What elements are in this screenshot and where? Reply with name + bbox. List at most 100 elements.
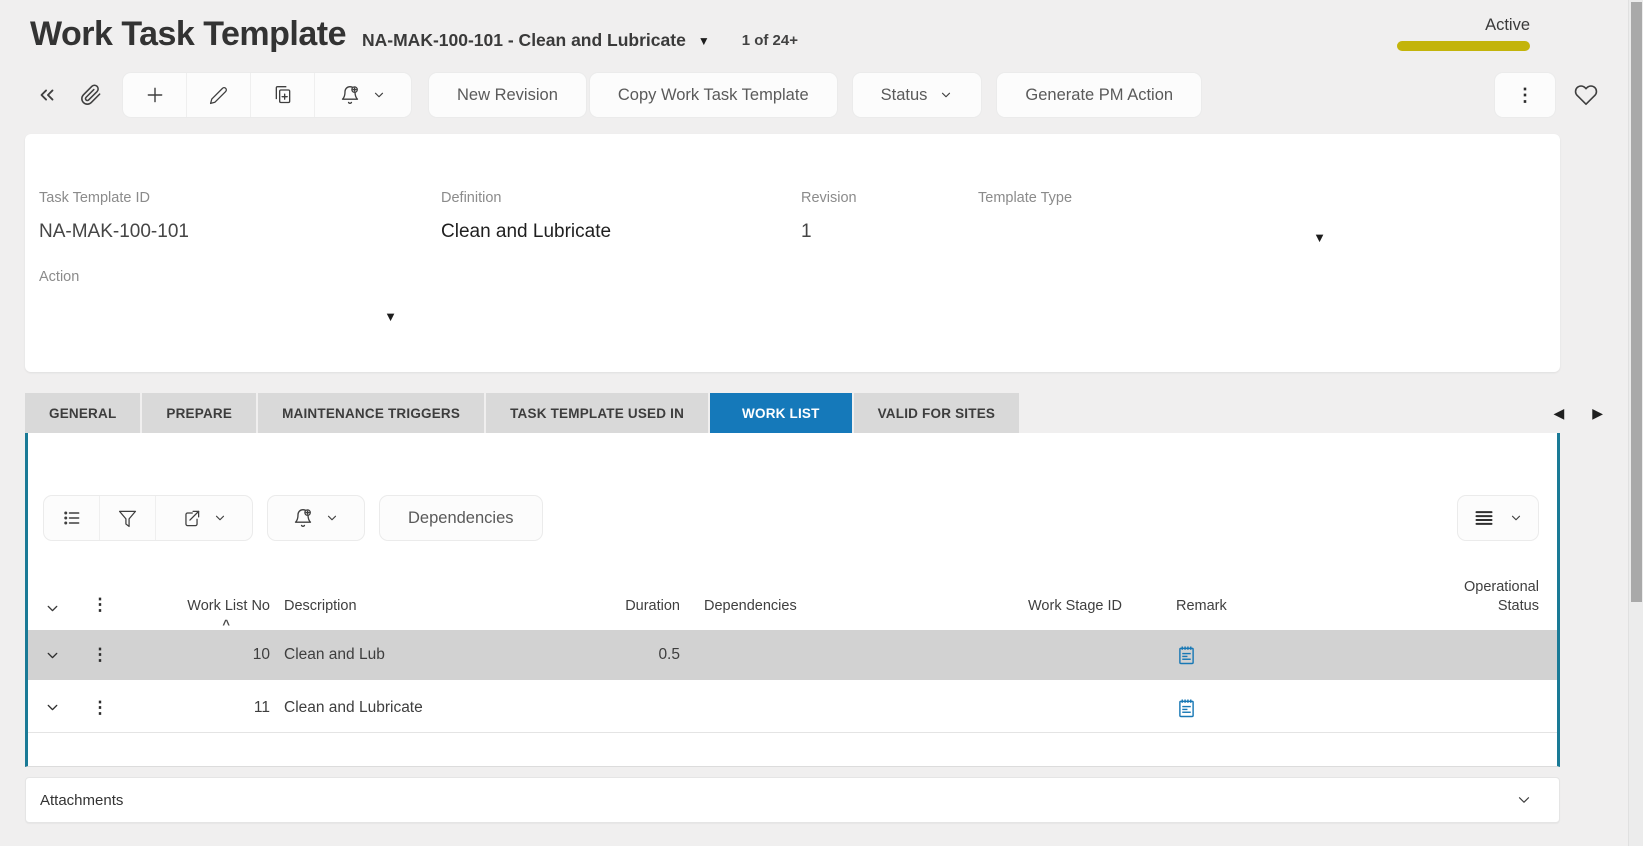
tab-work-list[interactable]: WORK LIST xyxy=(710,393,852,433)
status-bar xyxy=(1397,41,1530,51)
remark-note-icon[interactable] xyxy=(1164,645,1454,665)
list-view-icon[interactable] xyxy=(44,496,100,540)
tab-scroll-left-icon[interactable]: ◀ xyxy=(1553,404,1565,421)
header-kebab-icon[interactable]: ⋮ xyxy=(91,595,109,615)
field-value: Clean and Lubricate xyxy=(441,221,612,242)
field-label: Revision xyxy=(801,190,857,206)
subscribe-group xyxy=(267,495,365,541)
row-density-icon xyxy=(1473,508,1495,528)
more-options-button[interactable]: ⋮ xyxy=(1494,72,1556,118)
status-label: Active xyxy=(1485,16,1530,34)
notify-bell-icon xyxy=(340,85,360,105)
chevron-down-icon xyxy=(372,88,386,102)
duplicate-icon[interactable] xyxy=(251,73,315,117)
list-tools-group xyxy=(43,495,253,541)
attachments-label: Attachments xyxy=(40,791,124,809)
field-definition: Definition Clean and Lubricate xyxy=(441,190,801,249)
attachment-icon[interactable] xyxy=(74,78,108,112)
column-header-work-stage-id[interactable]: Work Stage ID xyxy=(1028,598,1123,615)
tab-scroll-arrows: ◀ ▶ xyxy=(1553,393,1603,433)
field-value xyxy=(39,300,377,328)
export-menu[interactable] xyxy=(156,496,252,540)
page-header: Work Task Template NA-MAK-100-101 - Clea… xyxy=(0,0,1628,66)
dependencies-button[interactable]: Dependencies xyxy=(379,495,543,541)
action-dropdown-caret-icon[interactable]: ▼ xyxy=(384,309,397,324)
edit-icon[interactable] xyxy=(187,73,251,117)
record-pagination: 1 of 24+ xyxy=(741,32,798,49)
cell-duration: 0.5 xyxy=(658,646,680,663)
row-kebab-icon[interactable]: ⋮ xyxy=(91,697,109,717)
chevron-down-icon xyxy=(325,511,339,525)
status-menu-button[interactable]: Status xyxy=(851,72,983,118)
field-action: Action ▼ xyxy=(39,269,397,328)
record-selector-value: NA-MAK-100-101 - Clean and Lubricate xyxy=(362,30,686,50)
column-header-operational-status[interactable]: Operational Status xyxy=(1464,578,1539,615)
row-expand-chevron-icon[interactable] xyxy=(28,647,76,664)
column-header-description[interactable]: Description xyxy=(284,598,357,615)
field-value: 1 xyxy=(801,221,812,242)
detail-form-card: Task Template ID NA-MAK-100-101 Definiti… xyxy=(25,134,1560,372)
scrollbar-thumb[interactable] xyxy=(1631,2,1642,602)
field-template-type: Template Type ▼ xyxy=(978,190,1350,249)
work-list-toolbar: Dependencies xyxy=(28,495,1557,541)
template-type-dropdown-caret-icon[interactable]: ▼ xyxy=(1313,230,1326,245)
field-value: NA-MAK-100-101 xyxy=(39,221,189,242)
record-selector[interactable]: NA-MAK-100-101 - Clean and Lubricate ▼ xyxy=(362,30,710,51)
field-task-template-id: Task Template ID NA-MAK-100-101 xyxy=(39,190,441,249)
tab-bar: GENERAL PREPARE MAINTENANCE TRIGGERS TAS… xyxy=(25,393,1603,433)
field-value xyxy=(978,221,1330,249)
work-list-panel: Dependencies ⋮ Work List No ^ Descriptio… xyxy=(25,433,1560,767)
chevron-down-icon xyxy=(939,88,953,102)
record-action-group xyxy=(122,72,412,118)
page-title: Work Task Template xyxy=(30,15,347,53)
caret-down-icon: ▼ xyxy=(697,33,710,48)
subscribe-menu[interactable] xyxy=(315,73,411,117)
column-header-duration[interactable]: Duration xyxy=(625,598,680,615)
favorite-heart-icon[interactable] xyxy=(1574,83,1598,107)
chevron-down-icon xyxy=(213,511,227,525)
field-revision: Revision 1 xyxy=(801,190,978,249)
tab-scroll-right-icon[interactable]: ▶ xyxy=(1592,404,1603,421)
cell-description: Clean and Lubricate xyxy=(284,698,423,716)
expand-chevron-icon[interactable] xyxy=(1515,791,1533,809)
attachments-section-header[interactable]: Attachments xyxy=(25,777,1560,823)
vertical-scrollbar[interactable] xyxy=(1628,0,1643,846)
field-label: Task Template ID xyxy=(39,190,150,206)
tab-valid-for-sites[interactable]: VALID FOR SITES xyxy=(853,393,1020,433)
kebab-icon: ⋮ xyxy=(1516,84,1534,105)
cell-work-list-no: 10 xyxy=(252,646,270,663)
tab-prepare[interactable]: PREPARE xyxy=(142,393,257,433)
column-header-dependencies[interactable]: Dependencies xyxy=(704,598,797,615)
main-toolbar: New Revision Copy Work Task Template Sta… xyxy=(0,70,1628,120)
export-icon xyxy=(182,509,201,528)
new-revision-button[interactable]: New Revision xyxy=(428,72,587,118)
table-row[interactable]: ⋮ 11 Clean and Lubricate xyxy=(28,683,1557,733)
generate-pm-action-button[interactable]: Generate PM Action xyxy=(996,72,1203,118)
copy-work-task-template-button[interactable]: Copy Work Task Template xyxy=(588,72,838,118)
column-header-remark[interactable]: Remark xyxy=(1176,598,1227,615)
select-all-chevron-icon[interactable] xyxy=(28,600,76,617)
table-row[interactable]: ⋮ 10 Clean and Lub 0.5 xyxy=(28,630,1557,680)
sort-ascending-icon: ^ xyxy=(222,617,230,632)
table-header-row: ⋮ Work List No ^ Description Duration De… xyxy=(28,557,1557,632)
notify-bell-icon xyxy=(293,508,313,528)
table-layout-menu[interactable] xyxy=(1457,495,1539,541)
collapse-panel-icon[interactable] xyxy=(30,78,64,112)
status-badge: Active xyxy=(1397,16,1530,51)
tab-maintenance-triggers[interactable]: MAINTENANCE TRIGGERS xyxy=(258,393,485,433)
add-icon[interactable] xyxy=(123,73,187,117)
field-label: Action xyxy=(39,269,80,285)
column-header-work-list-no[interactable]: Work List No ^ xyxy=(187,598,270,632)
row-expand-chevron-icon[interactable] xyxy=(28,699,76,716)
tab-general[interactable]: GENERAL xyxy=(25,393,141,433)
tab-task-template-used-in[interactable]: TASK TEMPLATE USED IN xyxy=(486,393,709,433)
chevron-down-icon xyxy=(1509,511,1523,525)
remark-note-icon[interactable] xyxy=(1164,698,1454,718)
cell-description: Clean and Lub xyxy=(284,646,385,663)
filter-icon[interactable] xyxy=(100,496,156,540)
cell-work-list-no: 11 xyxy=(253,698,270,716)
field-label: Template Type xyxy=(978,190,1073,206)
row-kebab-icon[interactable]: ⋮ xyxy=(91,645,109,664)
subscribe-menu[interactable] xyxy=(268,496,364,540)
